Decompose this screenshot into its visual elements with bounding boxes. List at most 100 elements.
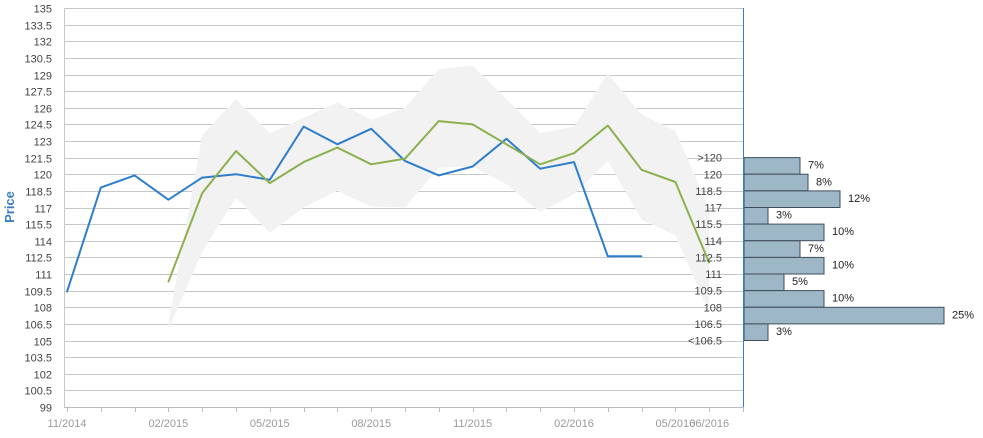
- histogram-bar: [743, 306, 945, 325]
- histogram-value-label: 10%: [832, 226, 854, 238]
- y-tick-label: 100.5: [24, 386, 52, 398]
- series-1-point: [607, 255, 609, 258]
- y-tick-label: 126: [34, 104, 52, 116]
- y-tick-label: 117: [34, 204, 52, 216]
- series-1-point: [302, 125, 305, 128]
- series-2-point: [708, 262, 710, 264]
- series-1-point: [370, 128, 373, 130]
- histogram-category-label: 114: [704, 236, 722, 248]
- x-tick-label: 11/2014: [48, 418, 87, 430]
- range-band: [168, 65, 710, 330]
- y-tick-label: 135: [34, 4, 52, 16]
- series-1-point: [235, 173, 237, 175]
- histogram-bar: [743, 256, 825, 275]
- histogram-bar: [743, 190, 841, 208]
- histogram-value-label: 5%: [792, 276, 808, 288]
- histogram-category-label: 112.5: [695, 252, 722, 264]
- x-tick-label: 11/2015: [453, 418, 492, 430]
- histogram-bar: [743, 290, 825, 308]
- series-1-point: [201, 176, 203, 179]
- series-1-point: [573, 161, 575, 163]
- x-tick-label: 05/2015: [250, 418, 290, 430]
- series-2-point: [404, 157, 406, 160]
- series-1-point: [336, 143, 339, 146]
- y-tick-label: 132: [34, 37, 52, 49]
- series-2-point: [438, 120, 440, 122]
- histogram-bar: [743, 223, 825, 242]
- y-tick-label: 103.5: [24, 353, 52, 365]
- series-line-1: [66, 125, 642, 293]
- series-1-point: [66, 290, 68, 293]
- series-2-point: [269, 182, 271, 184]
- series-2-point: [539, 163, 541, 166]
- series-2-point: [235, 150, 237, 152]
- y-tick-label: 99: [40, 403, 52, 415]
- series-1-point: [438, 174, 440, 177]
- y-tick-label: 109.5: [24, 287, 52, 299]
- x-tick-label: 02/2016: [554, 418, 594, 430]
- y-tick-label: 105: [34, 337, 52, 349]
- series-2-point: [640, 169, 643, 171]
- histogram-category-label: 111: [705, 269, 722, 281]
- y-tick-label: 123: [34, 137, 52, 149]
- x-tick-label: 02/2015: [149, 418, 189, 430]
- x-tick-label: 05/2016: [656, 418, 696, 430]
- series-1-point: [539, 167, 541, 170]
- series-2-point: [607, 124, 609, 127]
- histogram-bar: [743, 240, 801, 258]
- histogram-bar: [743, 323, 769, 341]
- series-1-point: [100, 186, 102, 189]
- series-2-point: [674, 181, 677, 183]
- series-1-point: [404, 160, 406, 162]
- y-tick-label: 129: [34, 71, 52, 83]
- x-tick-label: 06/2016: [689, 418, 729, 430]
- x-tick-label: 08/2015: [351, 418, 391, 430]
- series-1-point: [471, 165, 474, 168]
- histogram-value-label: 10%: [832, 293, 854, 305]
- y-axis-title: Price: [2, 191, 17, 223]
- histogram-category-label: 120: [704, 169, 722, 181]
- y-tick-label: 121.5: [24, 154, 52, 166]
- y-tick-label: 120: [34, 170, 52, 182]
- histogram-value-label: 10%: [832, 259, 854, 271]
- y-tick-label: 124.5: [24, 120, 52, 132]
- y-tick-label: 118.5: [25, 187, 52, 199]
- series-1-point: [167, 198, 170, 201]
- histogram-category-label: 115.5: [695, 219, 722, 231]
- histogram-value-label: 7%: [808, 160, 824, 172]
- histogram-category-label: 118.5: [695, 186, 722, 198]
- histogram-value-label: 25%: [952, 309, 974, 321]
- y-tick-label: 130.5: [24, 54, 52, 66]
- y-tick-label: 114: [34, 237, 52, 249]
- series-1-point: [269, 179, 271, 181]
- histogram-value-label: 12%: [848, 193, 870, 205]
- histogram-bar: [743, 173, 809, 192]
- histogram-category-label: <106.5: [688, 336, 722, 348]
- y-tick-label: 108: [34, 303, 52, 315]
- y-tick-label: 106.5: [24, 320, 52, 332]
- histogram-bar: [743, 207, 769, 225]
- series-1-point: [505, 138, 508, 140]
- series-2-point: [336, 146, 339, 149]
- histogram-value-label: 7%: [808, 243, 824, 255]
- series-2-point: [167, 281, 170, 283]
- histogram-category-label: >120: [697, 153, 722, 165]
- histogram-category-label: 108: [704, 302, 722, 314]
- series-1-point: [133, 174, 136, 177]
- histogram-value-label: 3%: [776, 326, 792, 338]
- y-tick-label: 133.5: [24, 21, 52, 33]
- histogram-bar: [743, 157, 801, 175]
- y-tick-label: 127.5: [24, 87, 52, 99]
- histogram-category-label: 106.5: [694, 319, 722, 331]
- series-2-point: [370, 163, 373, 166]
- histogram-category-label: 109.5: [694, 286, 722, 298]
- histogram-category-label: 117: [704, 203, 722, 215]
- y-tick-label: 111: [35, 270, 52, 282]
- series-2-point: [471, 123, 474, 126]
- series-2-point: [201, 192, 203, 194]
- series-2-point: [302, 161, 305, 163]
- y-tick-label: 102: [34, 370, 52, 382]
- histogram-bar: [743, 273, 785, 292]
